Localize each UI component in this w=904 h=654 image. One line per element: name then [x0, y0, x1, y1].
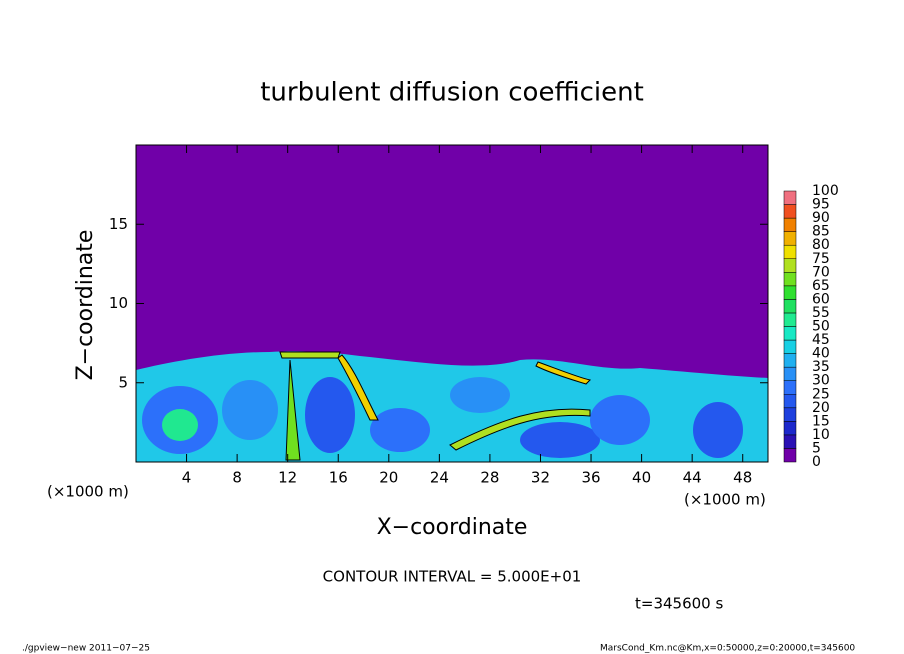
time-label: t=345600 s: [635, 595, 723, 613]
colorbar-bin: [783, 366, 797, 381]
x-tick-label: 32: [531, 469, 550, 487]
colorbar-label: 90: [812, 210, 830, 226]
contour-interval: CONTOUR INTERVAL = 5.000E+01: [323, 568, 582, 586]
colorbar-label: 80: [812, 237, 830, 253]
x-tick-label: 12: [278, 469, 297, 487]
y-tick-label: 5: [118, 373, 128, 391]
x-tick-label: 16: [329, 469, 348, 487]
colorbar-label: 45: [812, 332, 830, 348]
x-tick-label: 28: [480, 469, 499, 487]
x-tick-label: 48: [733, 469, 752, 487]
colorbar-label: 25: [812, 386, 830, 402]
x-tick-label: 4: [182, 469, 192, 487]
colorbar-bin: [783, 326, 797, 341]
y-unit: (×1000 m): [47, 483, 129, 501]
colorbar-bin: [783, 353, 797, 368]
x-tick-label: 20: [379, 469, 398, 487]
colorbar-bin: [783, 339, 797, 354]
colorbar-bin: [783, 217, 797, 232]
colorbar-bin: [783, 448, 797, 463]
colorbar-bin: [783, 231, 797, 246]
colorbar-label: 20: [812, 400, 830, 416]
colorbar-bin: [783, 299, 797, 314]
colorbar-label: 65: [812, 278, 830, 294]
colorbar-label: 0: [812, 454, 821, 470]
colorbar-bin: [783, 190, 797, 205]
colorbar-label: 85: [812, 224, 830, 240]
colorbar-bin: [783, 258, 797, 273]
x-axis-label: X−coordinate: [377, 515, 528, 540]
colorbar-label: 55: [812, 305, 830, 321]
colorbar-label: 15: [812, 413, 830, 429]
colorbar-label: 75: [812, 251, 830, 267]
colorbar-bin: [783, 380, 797, 395]
colorbar-label: 5: [812, 440, 821, 456]
footer-left: ./gpview−new 2011−07−25: [22, 644, 150, 654]
colorbar-label: 10: [812, 427, 830, 443]
colorbar-bin: [783, 244, 797, 259]
colorbar-label: 40: [812, 346, 830, 362]
colorbar-label: 100: [812, 183, 839, 199]
field-pattern: [136, 351, 768, 462]
colorbar-label: 60: [812, 291, 830, 307]
colorbar-bin: [783, 394, 797, 409]
y-axis-label: Z−coordinate: [73, 230, 98, 381]
colorbar-bin: [783, 312, 797, 327]
colorbar-label: 35: [812, 359, 830, 375]
colorbar-bin: [783, 285, 797, 300]
y-tick-label: 10: [109, 294, 128, 312]
x-tick-label: 44: [683, 469, 702, 487]
x-tick-label: 36: [581, 469, 600, 487]
colorbar-label: 70: [812, 264, 830, 280]
colorbar-label: 50: [812, 319, 830, 335]
footer-right: MarsCond_Km.nc@Km,x=0:50000,z=0:20000,t=…: [600, 644, 855, 654]
colorbar-label: 95: [812, 197, 830, 213]
colorbar-bin: [783, 204, 797, 219]
chart-title: turbulent diffusion coefficient: [260, 78, 644, 108]
colorbar-label: 30: [812, 373, 830, 389]
colorbar-bin: [783, 407, 797, 422]
colorbar-bin: [783, 421, 797, 436]
colorbar-bin: [783, 272, 797, 287]
x-unit: (×1000 m): [684, 491, 766, 509]
x-tick-label: 24: [430, 469, 449, 487]
y-tick-label: 15: [109, 215, 128, 233]
x-tick-label: 8: [232, 469, 242, 487]
x-tick-label: 40: [632, 469, 651, 487]
colorbar-bin: [783, 434, 797, 449]
